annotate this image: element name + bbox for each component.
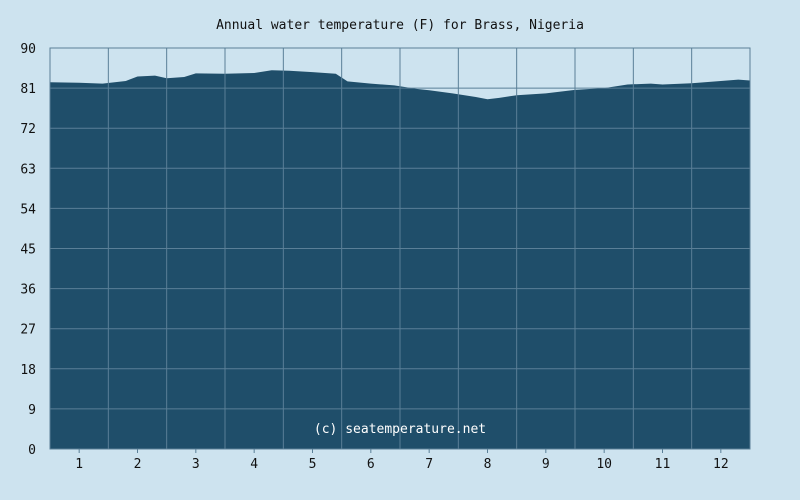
y-tick-label: 27 — [20, 323, 36, 338]
plot-border — [49, 47, 751, 450]
x-tick-label: 8 — [484, 457, 492, 472]
x-axis-ticks: 1 2 3 4 5 6 7 8 9 10 11 12 — [75, 449, 729, 472]
y-tick-label: 36 — [20, 283, 36, 298]
y-tick-label: 18 — [20, 363, 36, 378]
x-tick-label: 11 — [655, 457, 671, 472]
y-tick-label: 63 — [20, 162, 36, 177]
y-axis-ticks: 0 9 18 27 36 45 54 63 72 81 90 — [20, 42, 36, 458]
y-tick-label: 81 — [20, 82, 36, 97]
y-tick-label: 9 — [28, 403, 36, 418]
x-tick-label: 6 — [367, 457, 375, 472]
y-tick-label: 54 — [20, 202, 36, 217]
chart-title: Annual water temperature (F) for Brass, … — [216, 18, 584, 33]
x-tick-label: 12 — [713, 457, 729, 472]
x-tick-label: 2 — [134, 457, 142, 472]
y-tick-label: 45 — [20, 243, 36, 258]
x-tick-label: 1 — [75, 457, 83, 472]
grid-layer — [49, 47, 751, 450]
x-tick-label: 5 — [309, 457, 317, 472]
x-tick-label: 4 — [250, 457, 258, 472]
x-tick-label: 10 — [596, 457, 612, 472]
x-tick-label: 9 — [542, 457, 550, 472]
copyright-annotation: (c) seatemperature.net — [314, 422, 486, 437]
y-tick-label: 72 — [20, 122, 36, 137]
y-tick-label: 90 — [20, 42, 36, 57]
y-tick-label: 0 — [28, 443, 36, 458]
x-tick-label: 3 — [192, 457, 200, 472]
x-tick-label: 7 — [425, 457, 433, 472]
